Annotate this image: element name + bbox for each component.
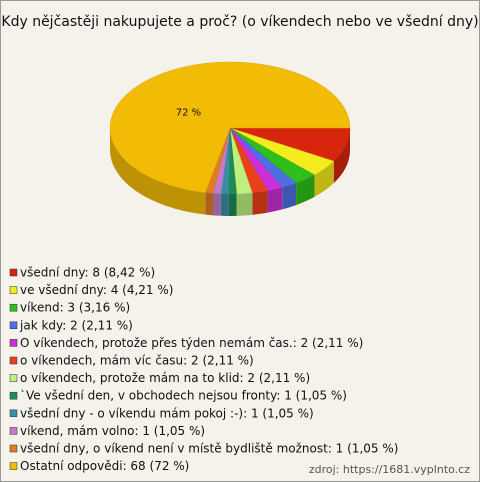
pie-side — [252, 190, 268, 215]
legend-swatch — [9, 339, 18, 347]
legend-swatch — [9, 444, 18, 453]
legend-label: `Ve všední den, v obchodech nejsou front… — [20, 389, 347, 403]
legend-swatch — [9, 427, 18, 435]
legend-swatch — [9, 409, 18, 418]
source: zdroj: https://1681.vyplnto.cz — [309, 463, 470, 476]
legend-swatch — [9, 462, 18, 470]
pie-side — [333, 128, 350, 184]
legend-label: o víkendech, protože mám na to klid: 2 (… — [20, 371, 310, 385]
legend-swatch — [9, 321, 18, 330]
legend-swatch — [9, 391, 18, 400]
pie-side — [110, 128, 206, 215]
legend-label: všední dny - o víkendu mám pokoj :-): 1 … — [20, 406, 314, 420]
pie-slice — [109, 61, 351, 193]
legend-label: všední dny, o víkend není v místě bydliš… — [20, 442, 398, 456]
legend-label: všední dny: 8 (8,42 %) — [20, 266, 155, 280]
legend-label: O víkendech, protože přes týden nemám ča… — [20, 336, 363, 350]
legend-swatch — [9, 356, 18, 365]
legend-label: jak kdy: 2 (2,11 %) — [19, 318, 133, 332]
pie-side — [205, 192, 213, 216]
pie-side — [212, 193, 221, 216]
legend-label: víkend, mám volno: 1 (1,05 %) — [20, 424, 205, 438]
legend-swatch — [9, 268, 18, 277]
legend-label: ve všední dny: 4 (4,21 %) — [20, 283, 173, 297]
pie-side — [314, 161, 334, 197]
chart-title: Kdy nějčastěji nakupujete a proč? (o vík… — [1, 14, 478, 30]
pie-side — [282, 183, 297, 210]
legend-swatch — [9, 303, 18, 312]
legend-label: o víkendech, mám víc času: 2 (2,11 %) — [20, 354, 254, 368]
legend-label: Ostatní odpovědi: 68 (72 %) — [20, 459, 189, 473]
pie-side — [228, 193, 237, 216]
legend-label: víkend: 3 (3,16 %) — [20, 301, 130, 315]
pie-side — [267, 187, 283, 213]
pie-side — [236, 192, 253, 216]
legend-swatch — [9, 374, 18, 382]
pie-side — [296, 174, 315, 206]
slice-label: 72 % — [176, 108, 201, 119]
legend-swatch — [9, 286, 18, 294]
pie-side — [220, 193, 229, 216]
